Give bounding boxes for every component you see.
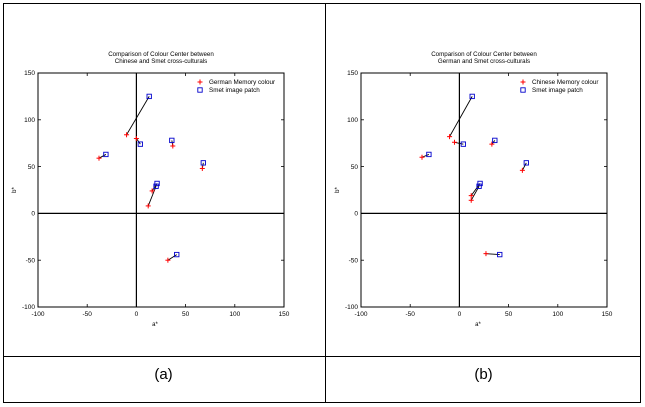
image-patch-point [103, 151, 109, 158]
plot-area [37, 72, 285, 308]
x-tick-label: 0 [458, 311, 462, 318]
caption-b: (b) [474, 366, 493, 383]
memory-colour-point [419, 154, 425, 160]
y-axis-label: b* [12, 186, 18, 192]
shift-line [167, 254, 177, 261]
memory-colour-point [124, 132, 130, 138]
image-patch-point [460, 141, 466, 147]
image-patch-point [137, 141, 143, 147]
x-tick-label: 150 [279, 311, 290, 318]
memory-colour-point [468, 197, 474, 203]
x-tick-label: -50 [405, 311, 415, 318]
y-tick-label: 0 [31, 211, 35, 218]
shift-line [136, 138, 141, 145]
image-patch-point [153, 183, 159, 189]
legend-entry: German Memory colour [197, 79, 275, 86]
memory-colour-point [468, 193, 474, 199]
image-patch-point [169, 137, 175, 144]
x-tick-label: 100 [229, 311, 240, 318]
shift-line [151, 183, 158, 192]
memory-colour-point [199, 165, 205, 171]
memory-colour-point [483, 251, 489, 257]
shift-line [126, 96, 150, 136]
legend-entry: Chinese Memory colour [520, 79, 599, 86]
shift-line [449, 96, 473, 137]
image-patch-point [476, 183, 482, 189]
memory-colour-point [170, 143, 176, 149]
legend-label: Smet image patch [532, 87, 583, 94]
memory-colour-point [447, 134, 453, 140]
image-patch-point [469, 93, 475, 100]
image-patch-point [497, 251, 503, 258]
caption-a: (a) [154, 366, 173, 383]
y-tick-label: 100 [24, 117, 35, 124]
y-tick-label: 50 [28, 164, 36, 171]
image-patch-point [146, 93, 152, 100]
y-tick-label: -100 [345, 304, 358, 311]
chart-a: Comparison of Colour Center betweenChine… [12, 51, 290, 328]
y-tick-label: -50 [349, 257, 359, 264]
memory-colour-point [149, 188, 155, 194]
image-patch-point [477, 180, 483, 187]
shift-line [98, 154, 107, 159]
image-patch-point [174, 251, 180, 258]
y-tick-label: -100 [22, 304, 35, 311]
panel-b: Comparison of Colour Center between Germa… [326, 4, 645, 356]
memory-colour-point [133, 136, 139, 142]
caption-divider [3, 356, 641, 357]
image-patch-point [492, 137, 498, 144]
chart-title-line: Chinese and Smet cross-culturals [115, 58, 208, 65]
image-patch-point [200, 160, 206, 166]
image-patch-point [154, 180, 160, 187]
x-tick-label: 50 [505, 311, 513, 318]
chart-title-line: Comparison of Colour Center between [108, 51, 214, 58]
legend-label: German Memory colour [209, 79, 275, 86]
x-tick-label: 50 [182, 311, 190, 318]
y-tick-label: 100 [347, 117, 358, 124]
y-tick-label: 0 [354, 211, 358, 218]
memory-colour-point [96, 155, 102, 161]
image-patch-point [523, 160, 529, 166]
y-tick-label: 150 [347, 70, 358, 77]
y-tick-label: 50 [351, 164, 359, 171]
legend-label: Chinese Memory colour [532, 79, 599, 86]
panel-a: Comparison of Colour Center between Chine… [3, 4, 324, 356]
memory-colour-point [145, 203, 151, 209]
x-tick-label: -100 [31, 311, 44, 318]
memory-colour-point [489, 141, 495, 147]
figure-frame [3, 3, 641, 403]
x-axis-label: a* [475, 322, 481, 328]
column-divider [325, 3, 326, 403]
memory-colour-point [519, 167, 525, 173]
y-axis-label: b* [335, 186, 341, 192]
memory-colour-point [165, 257, 171, 263]
y-tick-label: 150 [24, 70, 35, 77]
plot-area [360, 72, 608, 308]
legend-entry: Smet image patch [197, 87, 260, 94]
x-tick-label: 100 [552, 311, 563, 318]
legend-entry: Smet image patch [520, 87, 583, 94]
chart-b: Comparison of Colour Center betweenGerma… [335, 51, 613, 328]
x-tick-label: -50 [82, 311, 92, 318]
legend-label: Smet image patch [209, 87, 260, 94]
chart-title-line: German and Smet cross-culturals [438, 58, 530, 65]
shift-line [521, 162, 527, 171]
x-tick-label: 150 [602, 311, 613, 318]
x-tick-label: -100 [354, 311, 367, 318]
shift-line [147, 186, 157, 207]
x-tick-label: 0 [135, 311, 139, 318]
memory-colour-point [451, 139, 457, 145]
chart-title-line: Comparison of Colour Center between [431, 51, 537, 58]
y-tick-label: -50 [26, 257, 36, 264]
x-axis-label: a* [152, 322, 158, 328]
image-patch-point [426, 151, 432, 158]
